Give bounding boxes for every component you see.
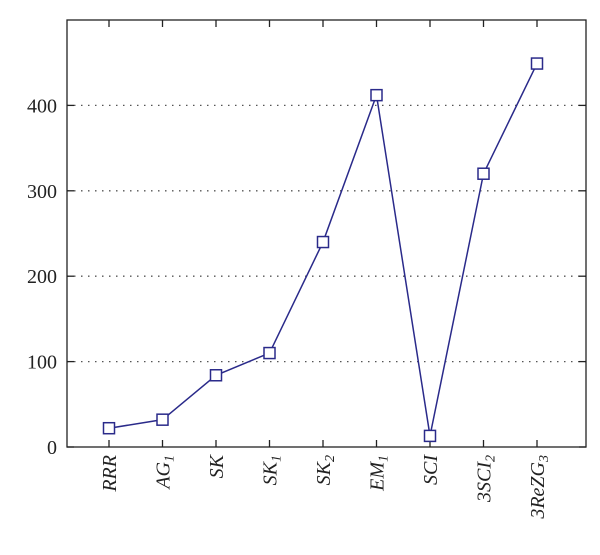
x-tick-label: 3SCI2: [474, 455, 499, 503]
x-tick-label: EM1: [367, 455, 392, 492]
data-point-marker: [209, 369, 223, 382]
y-tick-label: 200: [27, 266, 57, 288]
plot-frame: [66, 19, 587, 448]
x-tick-label: AG1: [153, 455, 178, 491]
data-point-marker: [477, 167, 490, 180]
series-line: [108, 63, 538, 437]
x-tick-label: SK2: [313, 455, 338, 485]
y-tick-label: 0: [47, 437, 57, 459]
data-point-marker: [156, 413, 169, 426]
data-point-marker: [370, 88, 383, 102]
data-series: [102, 57, 544, 443]
data-point-marker: [102, 421, 116, 435]
data-point-marker: [263, 346, 276, 360]
y-tick-label: 400: [27, 95, 57, 117]
y-tick-label: 100: [27, 352, 57, 374]
y-tick-label: 300: [27, 181, 57, 203]
x-tick-label: SK: [206, 453, 228, 478]
data-point-marker: [423, 429, 437, 443]
data-point-marker: [530, 57, 544, 70]
x-axis: RRR AG1 SK SK1 SK2 EM1 SCI 3SCI2 3ReZG3: [99, 20, 552, 520]
grid-lines: [67, 104, 586, 363]
x-tick-label: 3ReZG3: [527, 455, 552, 520]
data-point-marker: [316, 235, 330, 249]
x-tick-label: SCI: [420, 454, 442, 485]
y-axis: 0 100 200 300 400: [27, 95, 586, 459]
x-tick-label: SK1: [260, 455, 285, 485]
x-tick-label: RRR: [99, 455, 121, 493]
